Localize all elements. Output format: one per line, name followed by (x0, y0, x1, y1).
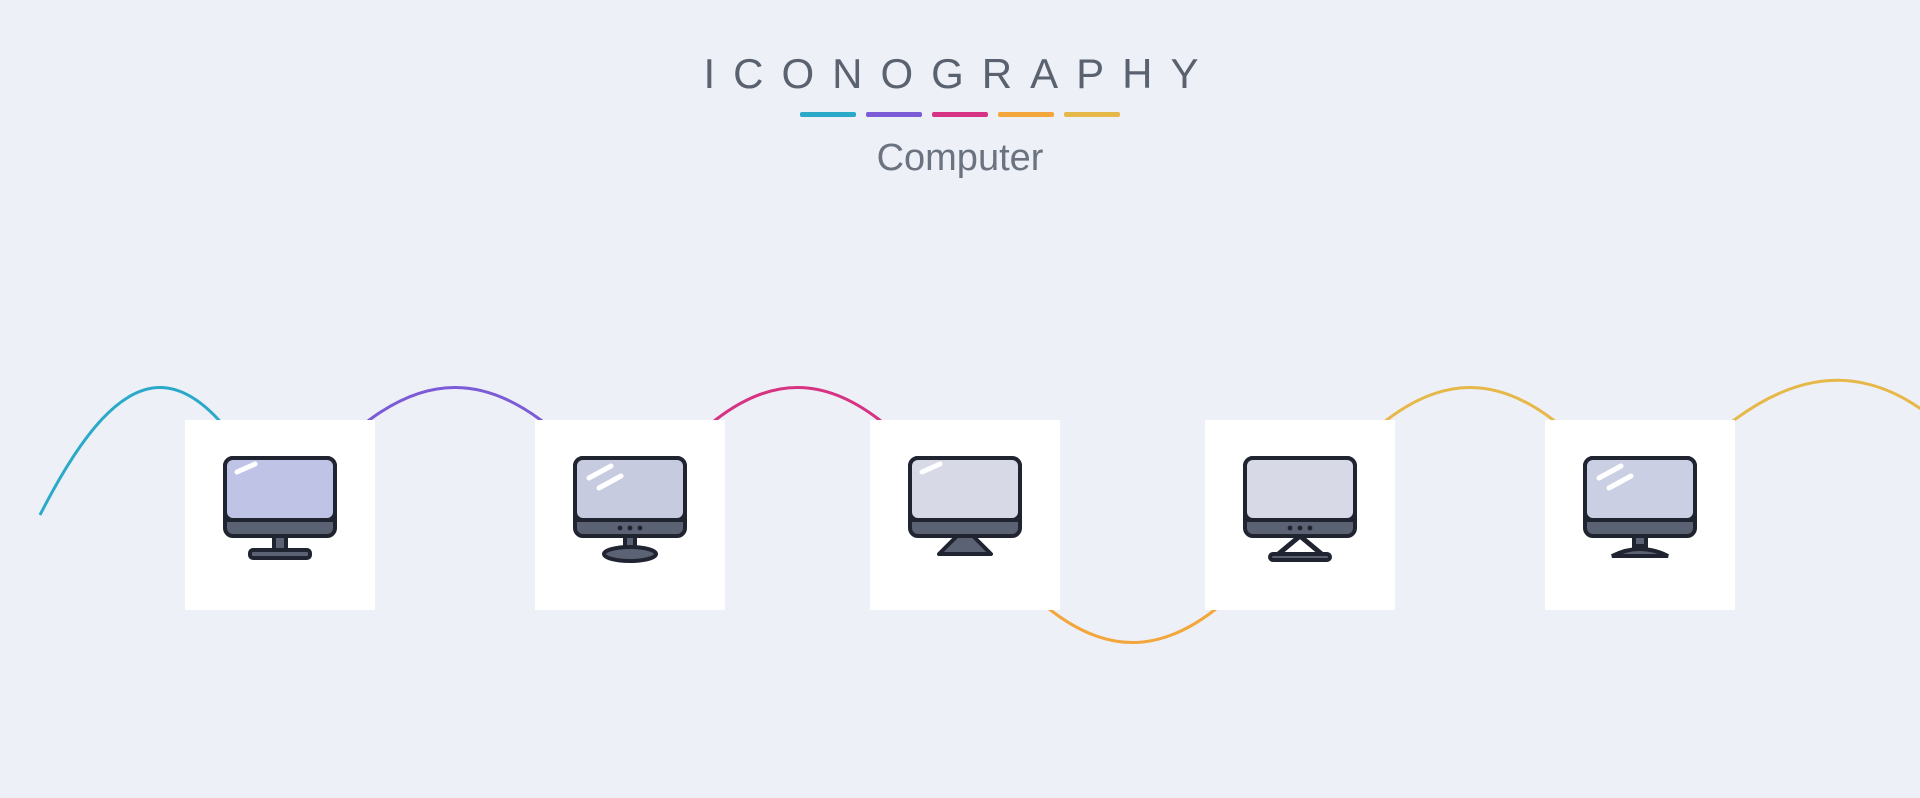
stripe (866, 112, 922, 117)
stripe (800, 112, 856, 117)
monitor-gloss-icon (1565, 440, 1715, 590)
icon-card (870, 420, 1060, 610)
stripe (932, 112, 988, 117)
monitor-round-icon (555, 440, 705, 590)
stripe (1064, 112, 1120, 117)
imac-slim-icon (890, 440, 1040, 590)
page-subtitle: Computer (0, 137, 1920, 180)
icon-card (1545, 420, 1735, 610)
icon-card (185, 420, 375, 610)
monitor-wide-icon (1225, 440, 1375, 590)
icon-card (535, 420, 725, 610)
stripe (998, 112, 1054, 117)
title-stripes (0, 112, 1920, 117)
page-title: ICONOGRAPHY (0, 50, 1920, 98)
header: ICONOGRAPHY Computer (0, 50, 1920, 180)
icon-card (1205, 420, 1395, 610)
imac-flat-icon (205, 440, 355, 590)
